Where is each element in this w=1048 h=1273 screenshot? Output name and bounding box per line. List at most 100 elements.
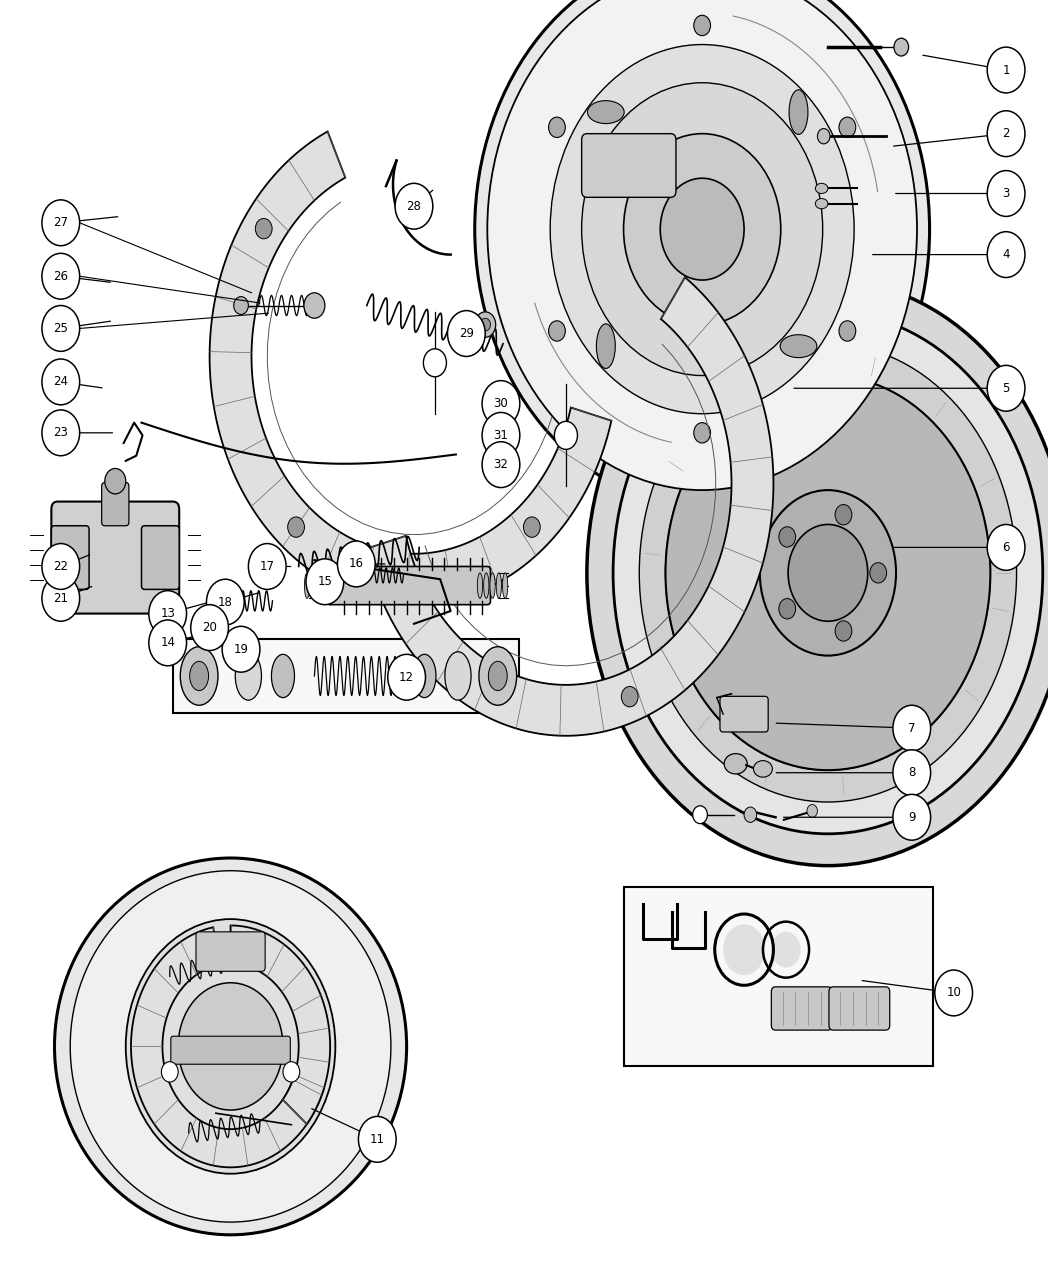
Circle shape — [447, 311, 485, 356]
Circle shape — [694, 15, 711, 36]
Circle shape — [475, 0, 930, 505]
Circle shape — [222, 626, 260, 672]
Ellipse shape — [588, 101, 625, 123]
Circle shape — [191, 605, 228, 651]
Ellipse shape — [413, 654, 436, 698]
Circle shape — [482, 381, 520, 426]
Text: 30: 30 — [494, 397, 508, 410]
Ellipse shape — [780, 335, 816, 358]
Text: 8: 8 — [908, 766, 916, 779]
FancyBboxPatch shape — [327, 566, 490, 605]
Circle shape — [692, 407, 964, 738]
Circle shape — [42, 306, 80, 351]
Circle shape — [358, 1116, 396, 1162]
Circle shape — [42, 200, 80, 246]
Circle shape — [288, 517, 305, 537]
Circle shape — [126, 919, 335, 1174]
Ellipse shape — [479, 647, 517, 705]
Ellipse shape — [444, 652, 472, 700]
Circle shape — [523, 517, 540, 537]
Circle shape — [480, 318, 490, 331]
Circle shape — [870, 563, 887, 583]
Ellipse shape — [180, 647, 218, 705]
Text: 16: 16 — [349, 558, 364, 570]
Circle shape — [893, 794, 931, 840]
Text: 7: 7 — [908, 722, 916, 735]
Circle shape — [306, 559, 344, 605]
Text: 15: 15 — [318, 575, 332, 588]
Circle shape — [807, 805, 817, 817]
Circle shape — [779, 527, 795, 547]
Circle shape — [694, 423, 711, 443]
Text: 6: 6 — [1002, 541, 1010, 554]
Circle shape — [613, 312, 1043, 834]
Circle shape — [42, 575, 80, 621]
Circle shape — [839, 117, 856, 137]
Circle shape — [987, 111, 1025, 157]
Ellipse shape — [815, 199, 828, 209]
Circle shape — [42, 253, 80, 299]
Text: 10: 10 — [946, 987, 961, 999]
Circle shape — [771, 932, 801, 967]
Circle shape — [987, 524, 1025, 570]
FancyBboxPatch shape — [829, 987, 890, 1030]
Circle shape — [660, 178, 744, 280]
Circle shape — [554, 421, 577, 449]
Ellipse shape — [190, 662, 209, 690]
Circle shape — [835, 504, 852, 524]
Circle shape — [548, 321, 565, 341]
Text: 28: 28 — [407, 200, 421, 213]
Circle shape — [161, 1062, 178, 1082]
Text: 17: 17 — [260, 560, 275, 573]
Ellipse shape — [815, 183, 828, 193]
Circle shape — [582, 83, 823, 376]
Circle shape — [475, 312, 496, 337]
Circle shape — [894, 38, 909, 56]
Text: 12: 12 — [399, 671, 414, 684]
Circle shape — [256, 219, 272, 239]
Text: 31: 31 — [494, 429, 508, 442]
Circle shape — [839, 321, 856, 341]
Circle shape — [550, 45, 854, 414]
Ellipse shape — [596, 323, 615, 368]
Circle shape — [835, 621, 852, 642]
Text: 9: 9 — [908, 811, 916, 824]
Ellipse shape — [329, 573, 335, 598]
Circle shape — [817, 129, 830, 144]
Ellipse shape — [54, 858, 407, 1235]
Circle shape — [178, 983, 283, 1110]
Text: 5: 5 — [1002, 382, 1010, 395]
Circle shape — [42, 544, 80, 589]
Ellipse shape — [789, 90, 808, 135]
Circle shape — [548, 117, 565, 137]
FancyBboxPatch shape — [624, 887, 933, 1066]
Circle shape — [149, 591, 187, 636]
FancyBboxPatch shape — [51, 502, 179, 614]
Text: 32: 32 — [494, 458, 508, 471]
Text: 27: 27 — [53, 216, 68, 229]
Circle shape — [760, 490, 896, 656]
Ellipse shape — [304, 573, 310, 598]
Polygon shape — [210, 131, 611, 605]
Text: 14: 14 — [160, 636, 175, 649]
Circle shape — [423, 349, 446, 377]
Circle shape — [587, 280, 1048, 866]
Text: 19: 19 — [234, 643, 248, 656]
Text: 22: 22 — [53, 560, 68, 573]
Text: 21: 21 — [53, 592, 68, 605]
Circle shape — [987, 47, 1025, 93]
FancyBboxPatch shape — [141, 526, 179, 589]
Circle shape — [935, 970, 973, 1016]
Ellipse shape — [316, 573, 323, 598]
Ellipse shape — [489, 573, 495, 598]
FancyBboxPatch shape — [771, 987, 832, 1030]
Circle shape — [665, 376, 990, 770]
FancyBboxPatch shape — [196, 932, 265, 971]
Circle shape — [987, 232, 1025, 278]
Ellipse shape — [724, 754, 747, 774]
Ellipse shape — [478, 573, 482, 598]
Circle shape — [149, 620, 187, 666]
Text: 4: 4 — [1002, 248, 1010, 261]
Text: 3: 3 — [1002, 187, 1010, 200]
FancyBboxPatch shape — [102, 482, 129, 526]
